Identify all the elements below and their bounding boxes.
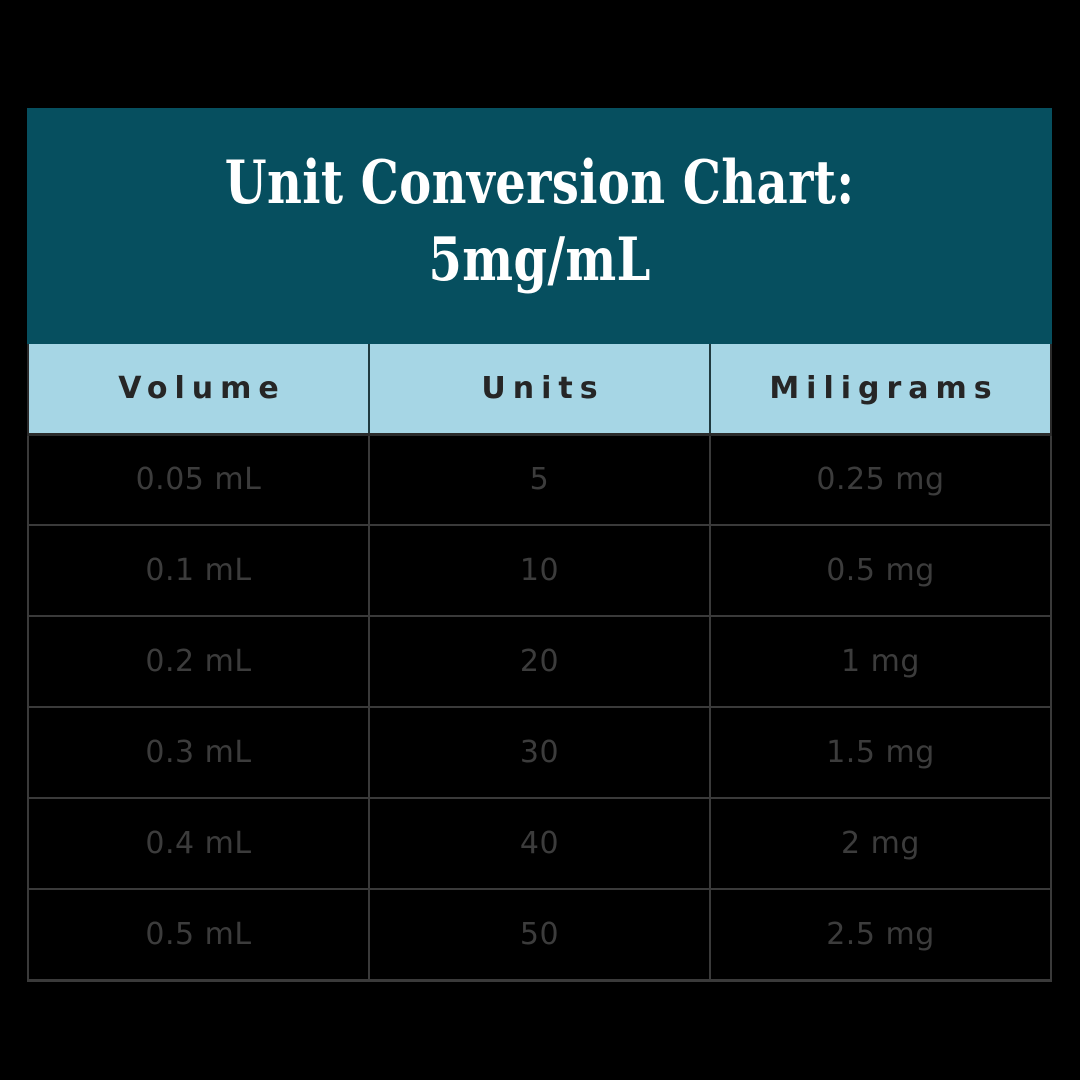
table-row: 0.3 mL 30 1.5 mg [27, 706, 1053, 799]
cell-units: 5 [367, 433, 711, 526]
cell-volume: 0.5 mL [27, 888, 370, 982]
table-row: 0.4 mL 40 2 mg [27, 797, 1053, 890]
table-header-row: Volume Units Miligrams [27, 344, 1053, 436]
cell-volume: 0.05 mL [27, 433, 370, 526]
column-header-miligrams: Miligrams [708, 344, 1053, 436]
cell-volume: 0.4 mL [27, 797, 370, 890]
conversion-chart-card: Unit Conversion Chart: 5mg/mL Volume Uni… [27, 108, 1053, 982]
page-title: Unit Conversion Chart: 5mg/mL [224, 148, 855, 295]
table-row: 0.1 mL 10 0.5 mg [27, 524, 1053, 617]
cell-miligrams: 0.25 mg [708, 433, 1053, 526]
cell-miligrams: 0.5 mg [708, 524, 1053, 617]
table-header: Volume Units Miligrams [27, 344, 1053, 436]
column-header-volume: Volume [27, 344, 370, 436]
cell-units: 10 [367, 524, 711, 617]
cell-miligrams: 2.5 mg [708, 888, 1053, 982]
cell-units: 40 [367, 797, 711, 890]
cell-volume: 0.1 mL [27, 524, 370, 617]
table-body: 0.05 mL 5 0.25 mg 0.1 mL 10 0.5 mg 0.2 m… [27, 433, 1053, 982]
cell-miligrams: 2 mg [708, 797, 1053, 890]
table-row: 0.05 mL 5 0.25 mg [27, 433, 1053, 526]
table-row: 0.5 mL 50 2.5 mg [27, 888, 1053, 982]
cell-units: 20 [367, 615, 711, 708]
cell-units: 50 [367, 888, 711, 982]
cell-miligrams: 1.5 mg [708, 706, 1053, 799]
column-header-units: Units [367, 344, 711, 436]
cell-volume: 0.3 mL [27, 706, 370, 799]
cell-units: 30 [367, 706, 711, 799]
conversion-table: Volume Units Miligrams 0.05 mL 5 0.25 mg… [27, 344, 1053, 982]
cell-miligrams: 1 mg [708, 615, 1053, 708]
cell-volume: 0.2 mL [27, 615, 370, 708]
table-row: 0.2 mL 20 1 mg [27, 615, 1053, 708]
title-banner: Unit Conversion Chart: 5mg/mL [27, 108, 1052, 344]
